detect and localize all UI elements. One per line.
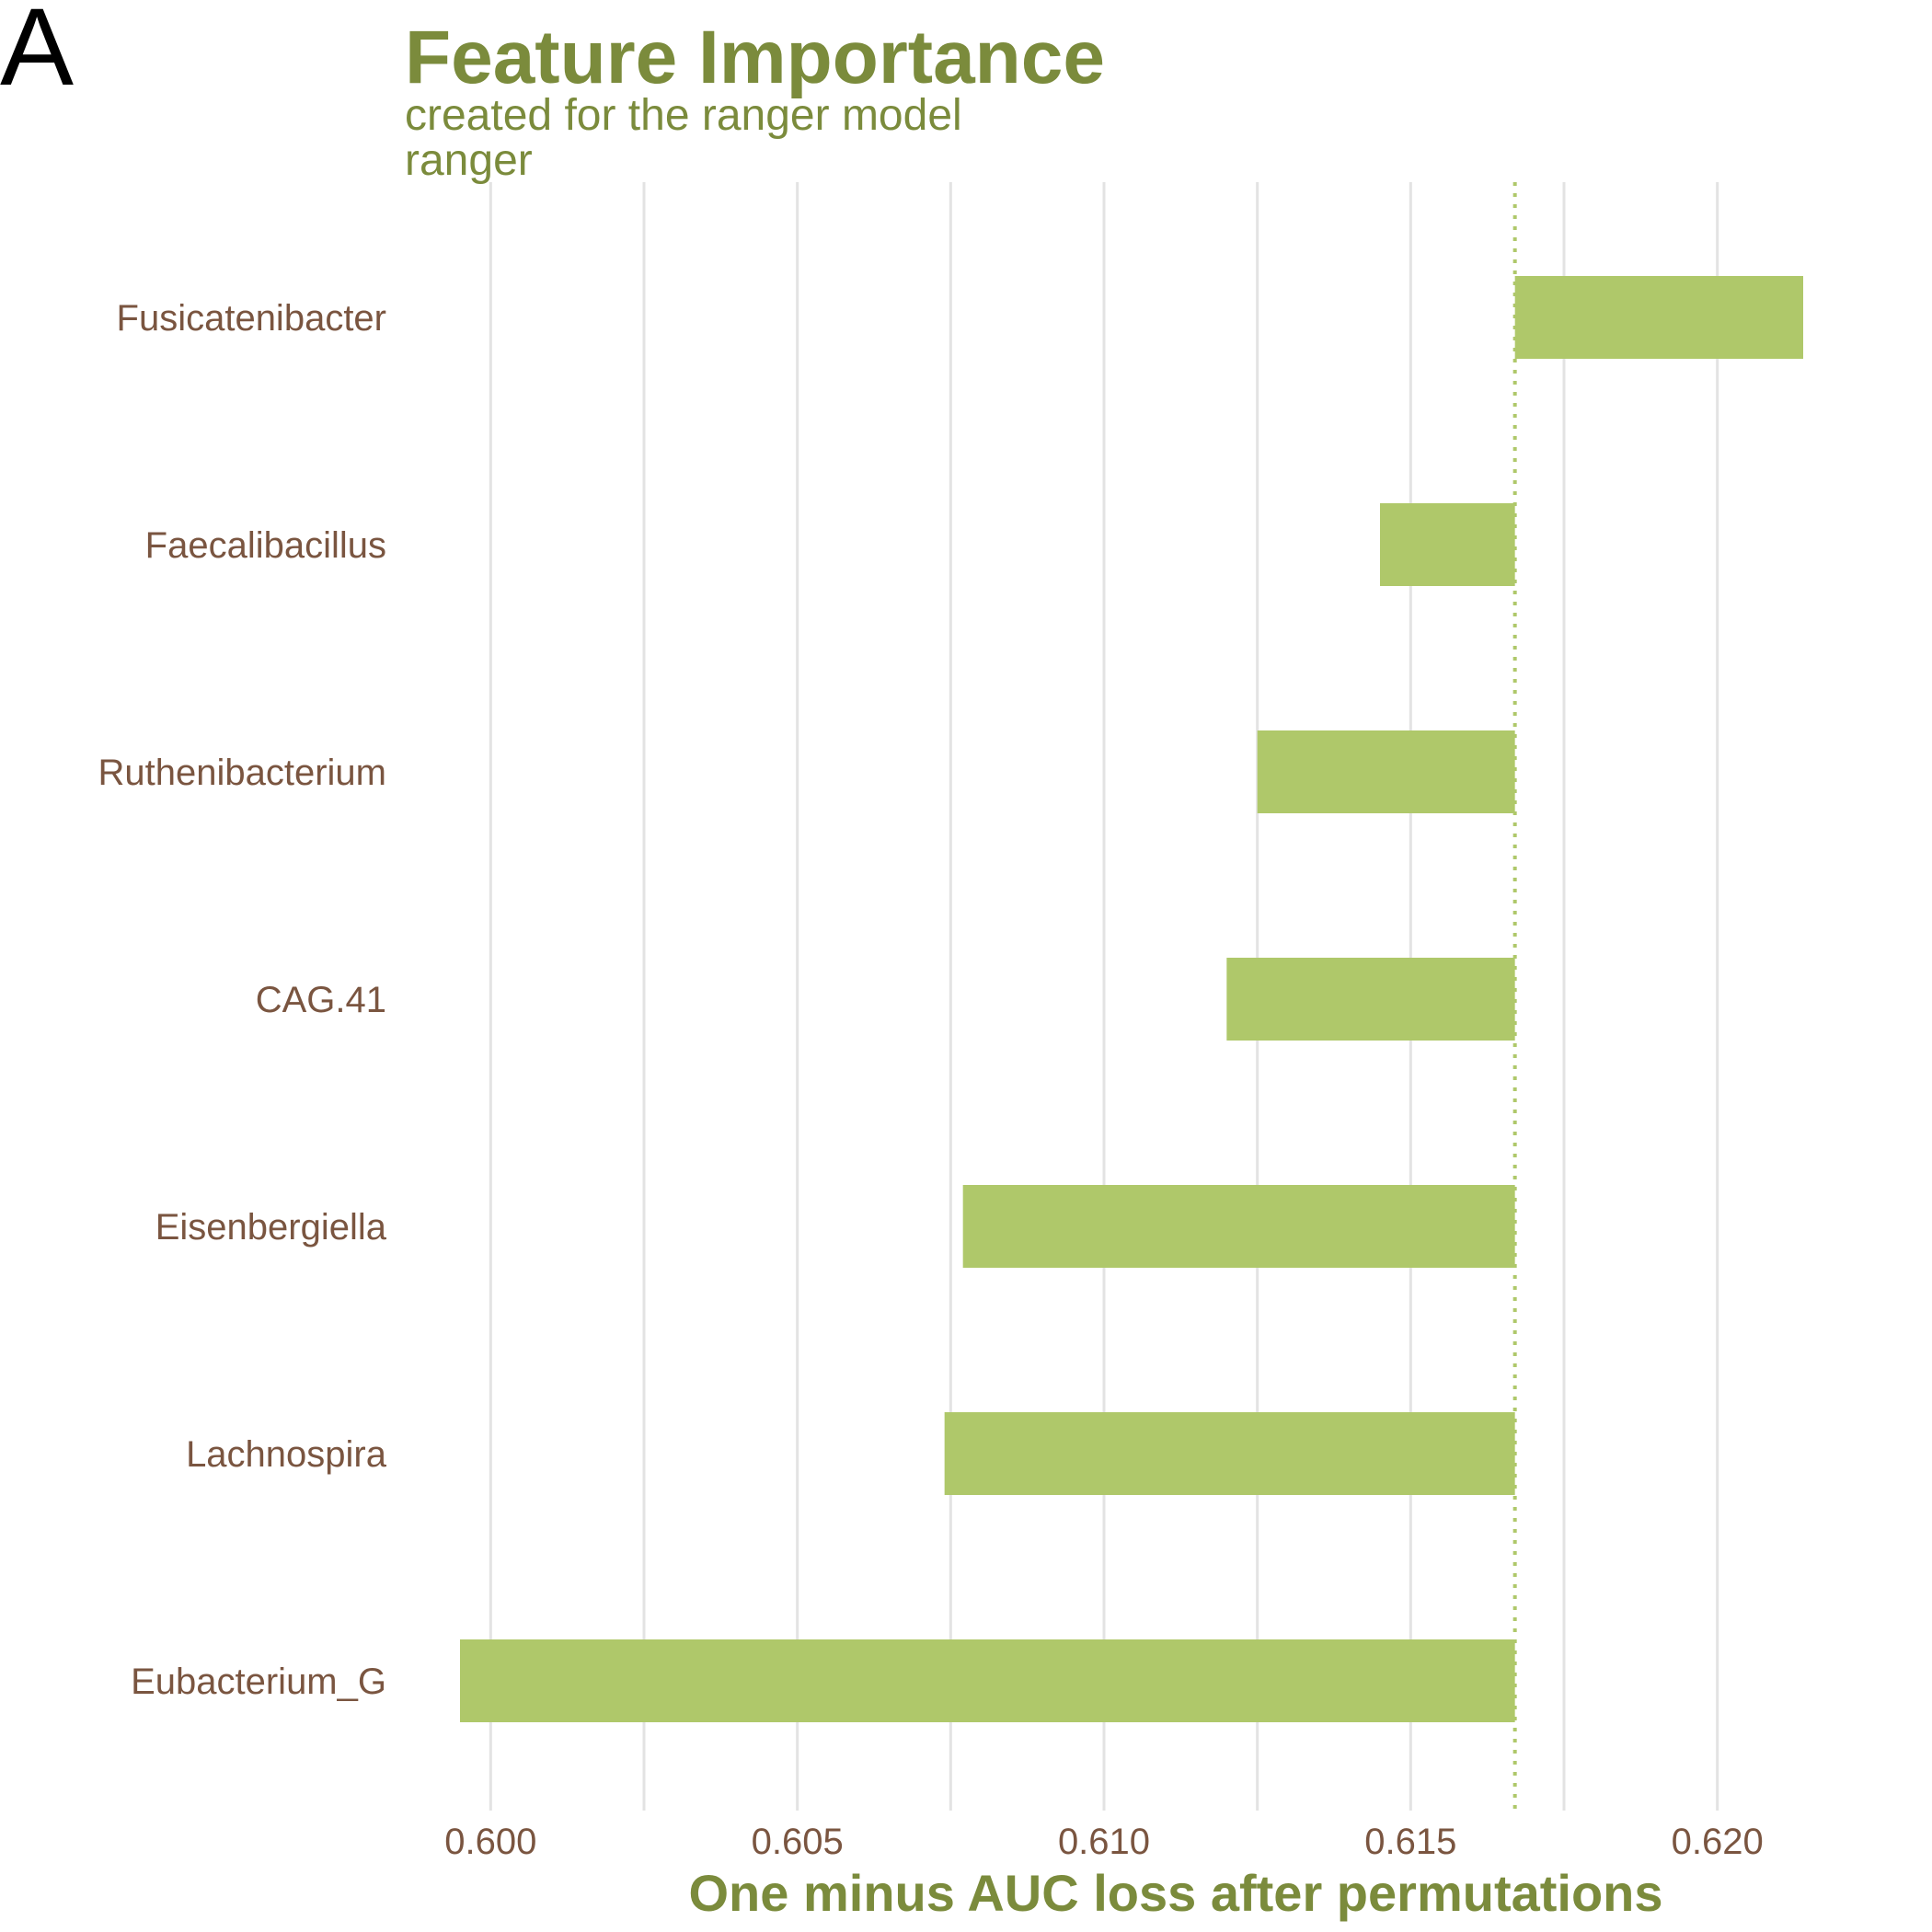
x-tick-label: 0.620 [1672, 1822, 1764, 1862]
x-axis-tick-labels: 0.600 0.605 0.610 0.615 0.620 [444, 1822, 1763, 1862]
y-axis-labels: Fusicatenibacter Faecalibacillus Rutheniba… [98, 298, 387, 1702]
panel-label: A [0, 0, 74, 109]
y-tick-label: Eubacterium_G [131, 1662, 386, 1702]
bar-eisenbergiella [962, 1185, 1515, 1268]
y-tick-label: Ruthenibacterium [98, 753, 387, 793]
bar-fusicatenibacter [1514, 276, 1803, 359]
bars [460, 276, 1803, 1722]
bar-lachnospira [944, 1412, 1515, 1495]
x-tick-label: 0.605 [752, 1822, 844, 1862]
grid-lines [489, 182, 1719, 1811]
bar-ruthenibacterium [1257, 730, 1515, 813]
x-tick-label: 0.600 [444, 1822, 536, 1862]
x-tick-label: 0.615 [1364, 1822, 1456, 1862]
bar-faecalibacillus [1380, 503, 1515, 586]
bar-cag-41 [1226, 958, 1515, 1041]
y-tick-label: Faecalibacillus [145, 525, 386, 566]
y-tick-label: Lachnospira [186, 1434, 387, 1475]
y-tick-label: Fusicatenibacter [117, 298, 386, 339]
y-tick-label: Eisenbergiella [155, 1207, 387, 1248]
chart-subtitle: created for the ranger model [405, 91, 962, 140]
x-axis-label: One minus AUC loss after permutations [689, 1864, 1663, 1922]
x-tick-label: 0.610 [1058, 1822, 1150, 1862]
bar-eubacterium-g [460, 1639, 1515, 1722]
y-tick-label: CAG.41 [256, 980, 386, 1020]
model-label: ranger [405, 136, 533, 185]
chart-title: Feature Importance [405, 16, 1105, 99]
